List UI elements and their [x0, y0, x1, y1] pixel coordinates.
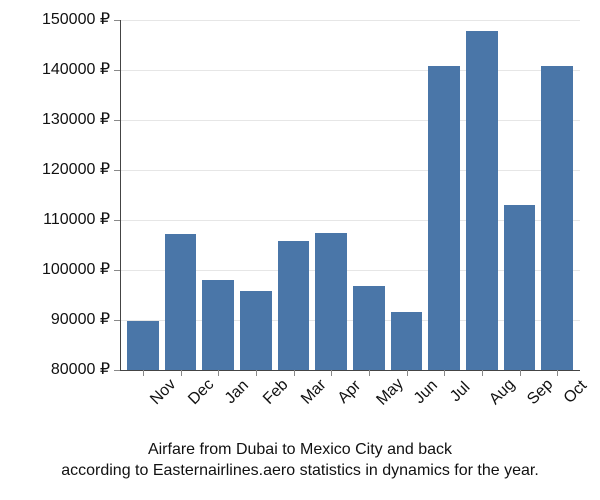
caption-line-2: according to Easternairlines.aero statis…	[61, 462, 539, 479]
y-tick-mark	[114, 270, 120, 271]
airfare-chart: 80000 ₽ 90000 ₽ 100000 ₽ 110000 ₽ 120000 ₽ 13…	[20, 20, 580, 480]
bar	[278, 241, 310, 370]
x-label-slot: Aug	[463, 378, 501, 428]
bar	[428, 66, 460, 370]
y-tick-label: 130000 ₽	[20, 112, 110, 128]
bar	[541, 66, 573, 370]
x-label-slot: May	[350, 378, 388, 428]
y-tick-mark	[114, 70, 120, 71]
y-tick-label: 110000 ₽	[20, 212, 110, 228]
x-tick-mark	[143, 370, 144, 376]
x-label-slot: Oct	[538, 378, 576, 428]
bar	[202, 280, 234, 371]
y-tick-label: 80000 ₽	[20, 362, 110, 378]
x-label-slot: Jan	[199, 378, 237, 428]
bar	[504, 205, 536, 371]
chart-caption: Airfare from Dubai to Mexico City and ba…	[20, 440, 580, 482]
bar	[127, 321, 159, 370]
bar-slot	[350, 20, 388, 370]
x-tick-mark	[369, 370, 370, 376]
x-tick-mark	[256, 370, 257, 376]
x-label-slot: Sep	[501, 378, 539, 428]
bar	[165, 234, 197, 370]
x-label-slot: Jun	[388, 378, 426, 428]
x-tick-label: Oct	[561, 377, 591, 407]
bars-container	[120, 20, 580, 370]
y-tick-label: 100000 ₽	[20, 262, 110, 278]
y-tick-mark	[114, 170, 120, 171]
x-label-slot: Feb	[237, 378, 275, 428]
bar-slot	[237, 20, 275, 370]
bar	[240, 291, 272, 370]
x-tick-mark	[218, 370, 219, 376]
x-label-slot: Mar	[275, 378, 313, 428]
y-tick-mark	[114, 120, 120, 121]
bar	[315, 233, 347, 371]
bar-slot	[162, 20, 200, 370]
y-tick-label: 90000 ₽	[20, 312, 110, 328]
bar-slot	[501, 20, 539, 370]
x-label-slot: Dec	[162, 378, 200, 428]
x-axis: NovDecJanFebMarAprMayJunJulAugSepOct	[120, 370, 580, 430]
x-tick-mark	[331, 370, 332, 376]
bar-slot	[312, 20, 350, 370]
x-tick-mark	[520, 370, 521, 376]
x-label-slot: Jul	[425, 378, 463, 428]
bar	[391, 312, 423, 371]
bar-slot	[463, 20, 501, 370]
plot-area	[120, 20, 580, 370]
x-tick-mark	[294, 370, 295, 376]
x-tick-mark	[557, 370, 558, 376]
x-tick-mark	[482, 370, 483, 376]
bar-slot	[425, 20, 463, 370]
bar-slot	[275, 20, 313, 370]
bar-slot	[199, 20, 237, 370]
y-tick-mark	[114, 220, 120, 221]
x-label-slot: Apr	[312, 378, 350, 428]
bar-slot	[124, 20, 162, 370]
x-label-slot: Nov	[124, 378, 162, 428]
y-tick-label: 120000 ₽	[20, 162, 110, 178]
x-tick-mark	[444, 370, 445, 376]
bar	[353, 286, 385, 371]
y-tick-label: 150000 ₽	[20, 12, 110, 28]
y-tick-label: 140000 ₽	[20, 62, 110, 78]
y-tick-mark	[114, 320, 120, 321]
bar	[466, 31, 498, 370]
bar-slot	[538, 20, 576, 370]
x-tick-mark	[407, 370, 408, 376]
x-tick-mark	[181, 370, 182, 376]
y-tick-mark	[114, 20, 120, 21]
bar-slot	[388, 20, 426, 370]
caption-line-1: Airfare from Dubai to Mexico City and ba…	[148, 441, 452, 458]
